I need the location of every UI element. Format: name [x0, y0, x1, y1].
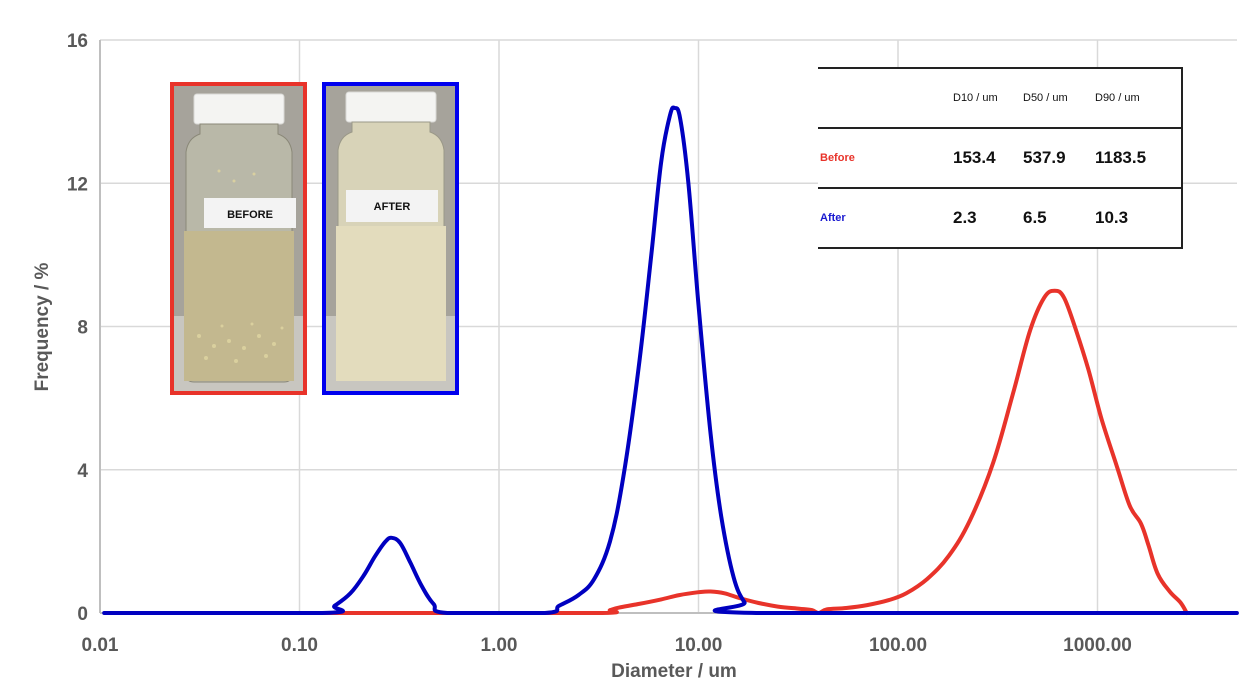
- x-axis-title: Diameter / um: [611, 661, 737, 682]
- after-d50: 6.5: [1023, 187, 1095, 249]
- y-axis-title: Frequency / %: [32, 262, 53, 391]
- table-header-d50: D50 / um: [1023, 67, 1095, 128]
- table-row-after: After 2.3 6.5 10.3: [818, 187, 1183, 249]
- table-row-before: Before 153.4 537.9 1183.5: [818, 127, 1183, 188]
- y-tick-label: 12: [67, 174, 88, 195]
- series-before-line: [320, 288, 1189, 616]
- y-tick-label: 8: [77, 318, 88, 339]
- table-header-d10: D10 / um: [953, 67, 1023, 128]
- before-bottle-label: BEFORE: [227, 209, 273, 221]
- bottle-after-icon: AFTER: [326, 86, 455, 391]
- y-tick-label: 0: [77, 604, 88, 625]
- series-after-line: [102, 105, 1239, 616]
- x-axis-ticks: 0.01 0.10 1.00 10.00 100.00 1000.00: [82, 635, 1132, 656]
- x-tick-label: 10.00: [675, 635, 723, 656]
- after-d90: 10.3: [1095, 187, 1183, 249]
- before-d90: 1183.5: [1095, 127, 1183, 188]
- before-photo: BEFORE: [170, 82, 307, 395]
- after-bottle-label: AFTER: [374, 201, 411, 213]
- before-d10: 153.4: [953, 127, 1023, 188]
- table-header-row: D10 / um D50 / um D90 / um: [818, 67, 1183, 128]
- x-tick-label: 1000.00: [1063, 635, 1132, 656]
- y-tick-label: 16: [67, 31, 88, 52]
- table-header-blank: [818, 67, 953, 128]
- y-axis-ticks: 0 4 8 12 16: [67, 31, 89, 625]
- table-header-d90: D90 / um: [1095, 67, 1183, 128]
- x-tick-label: 0.10: [281, 635, 318, 656]
- row-label-after: After: [818, 187, 953, 249]
- y-tick-label: 4: [77, 461, 88, 482]
- particle-size-stats-table: D10 / um D50 / um D90 / um Before 153.4 …: [818, 67, 1183, 249]
- x-tick-label: 0.01: [82, 635, 119, 656]
- bottle-before-icon: BEFORE: [174, 86, 303, 391]
- data-series: [102, 105, 1239, 616]
- row-label-before: Before: [818, 127, 953, 188]
- after-photo: AFTER: [322, 82, 459, 395]
- x-tick-label: 1.00: [481, 635, 518, 656]
- x-tick-label: 100.00: [869, 635, 927, 656]
- after-d10: 2.3: [953, 187, 1023, 249]
- before-d50: 537.9: [1023, 127, 1095, 188]
